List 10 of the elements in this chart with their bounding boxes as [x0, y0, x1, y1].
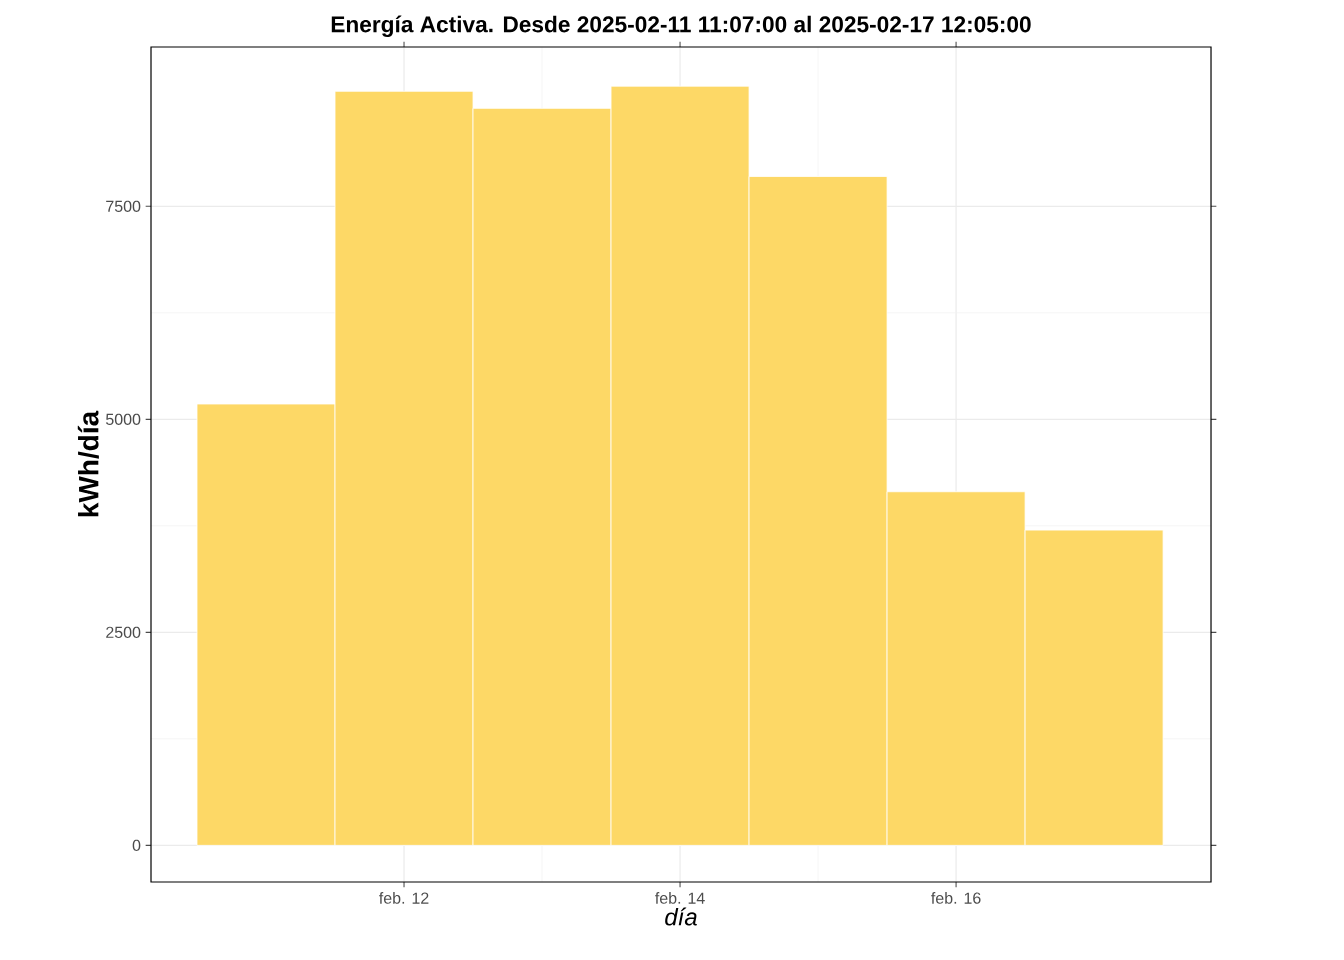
y-tick-label: 7500: [106, 200, 141, 212]
y-tick-label: 2500: [106, 626, 141, 639]
y-tick-label: 5000: [106, 413, 141, 425]
x-tick-label: feb. 16: [931, 892, 981, 904]
y-tick-label: 0: [132, 839, 141, 852]
x-axis-title: día: [665, 907, 697, 926]
x-tick-label: feb. 12: [379, 892, 429, 904]
x-tick-label: feb. 14: [655, 892, 705, 904]
chart-title: Energía Activa. Desde 2025-02-11 11:07:00 al 2025-02-17 12:05:00: [331, 15, 1031, 37]
y-axis-title: kWh/día: [77, 410, 99, 517]
